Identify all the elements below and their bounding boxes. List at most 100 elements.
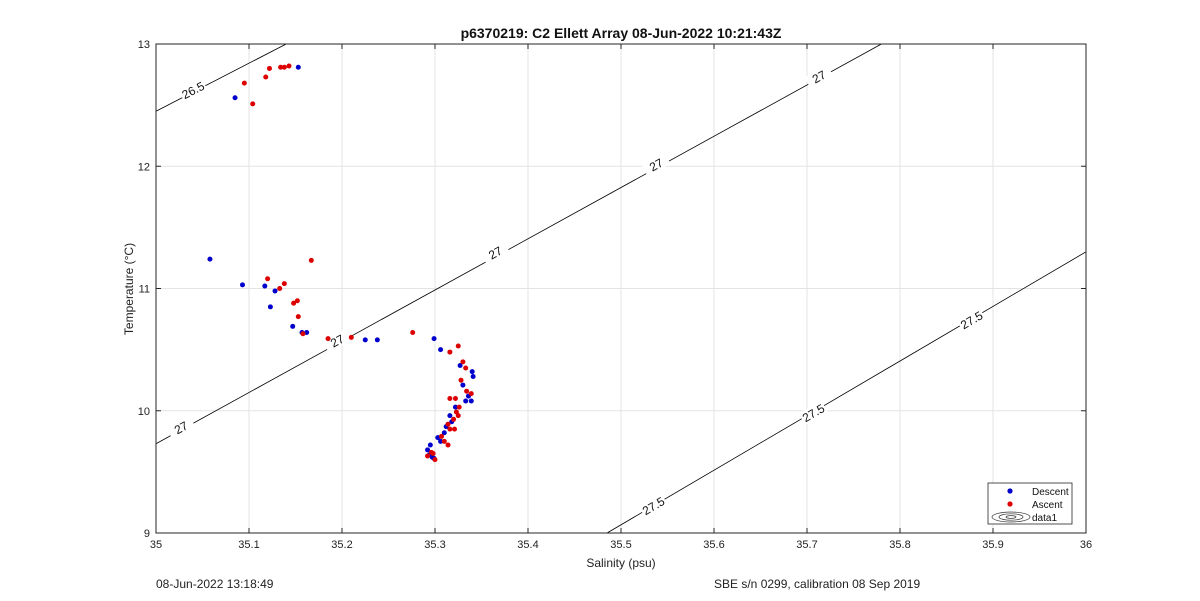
ascent-point <box>452 396 458 402</box>
descent-point <box>262 283 268 289</box>
ascent-point <box>445 421 451 427</box>
ascent-point <box>281 281 287 287</box>
x-tick-label: 35.1 <box>238 539 259 551</box>
ascent-point <box>430 451 436 457</box>
ascent-point <box>432 457 438 463</box>
descent-point <box>207 256 213 262</box>
axis-ticks: 35 35.1 35.2 35.3 35.4 35.5 35.6 35.7 35.8 35.9 36… <box>138 39 1092 551</box>
descent-point <box>239 282 245 288</box>
contour-label-bg <box>166 415 196 440</box>
ascent-point <box>308 257 314 263</box>
legend: Descent Ascent data1 <box>987 482 1073 525</box>
contour-label-text: 27 <box>172 418 191 437</box>
legend-ascent-marker <box>1007 501 1013 507</box>
ascent-point <box>464 388 470 394</box>
ascent-point <box>295 314 301 320</box>
data-points <box>207 63 476 463</box>
ascent-point <box>463 365 469 371</box>
x-tick-label: 35.4 <box>517 539 538 551</box>
descent-point <box>267 304 273 310</box>
descent-point <box>295 64 301 70</box>
descent-point <box>468 398 474 404</box>
legend-data1-label: data1 <box>1032 513 1057 524</box>
y-tick-label: 9 <box>144 528 150 540</box>
x-tick-label: 35.3 <box>424 539 445 551</box>
ascent-point <box>266 65 272 71</box>
ascent-point <box>348 334 354 340</box>
descent-point <box>441 430 447 436</box>
descent-point <box>452 404 458 410</box>
x-tick-label: 35 <box>150 539 162 551</box>
descent-point <box>232 95 238 101</box>
y-tick-label: 13 <box>138 39 150 51</box>
descent-point <box>427 442 433 448</box>
y-tick-label: 10 <box>138 406 150 418</box>
contour-label-bg <box>638 493 668 518</box>
ascent-point <box>294 298 300 304</box>
ascent-point <box>241 80 247 86</box>
ascent-point <box>425 453 431 459</box>
contour-label-bg <box>804 64 834 89</box>
legend-descent-marker <box>1007 488 1013 494</box>
x-tick-label: 36 <box>1080 539 1092 551</box>
ascent-point <box>325 336 331 342</box>
ascent-point <box>300 331 306 337</box>
x-tick-label: 35.8 <box>889 539 910 551</box>
ascent-point <box>441 438 447 444</box>
contour-label-bg <box>956 307 986 333</box>
descent-point <box>469 369 475 375</box>
descent-point <box>438 347 444 353</box>
ascent-point <box>451 416 457 422</box>
ascent-point <box>263 74 269 80</box>
ascent-point <box>445 442 451 448</box>
descent-point <box>457 363 463 369</box>
legend-ascent-label: Ascent <box>1032 500 1063 511</box>
ascent-point <box>291 300 297 306</box>
descent-point <box>272 288 278 294</box>
ascent-point <box>455 413 461 419</box>
contour-label-bg <box>480 240 510 265</box>
ascent-point <box>286 63 292 69</box>
descent-point <box>431 336 437 342</box>
contour-label-text: 27 <box>647 156 666 175</box>
descent-point <box>290 323 296 329</box>
contour-line-26.5 <box>155 43 287 112</box>
ascent-point <box>452 426 458 432</box>
legend-contour-icon <box>991 511 1031 523</box>
x-tick-label: 35.5 <box>610 539 631 551</box>
descent-point <box>470 374 476 380</box>
ascent-point <box>439 433 445 439</box>
ascent-point <box>455 343 461 349</box>
ascent-point <box>265 276 271 282</box>
contour-line-27 <box>155 43 882 445</box>
ascent-point <box>278 64 284 70</box>
contour-label-27: 27 <box>641 152 671 177</box>
ascent-point <box>460 359 466 365</box>
footer-timestamp: 08-Jun-2022 13:18:49 <box>156 577 274 591</box>
ascent-point <box>250 101 256 107</box>
x-tick-label: 35.7 <box>796 539 817 551</box>
contour-label-text: 27 <box>810 68 829 87</box>
x-tick-label: 35.6 <box>703 539 724 551</box>
x-axis-label: Salinity (psu) <box>586 556 655 570</box>
ascent-point <box>447 349 453 355</box>
descent-point <box>460 382 466 388</box>
y-tick-label: 12 <box>138 161 150 173</box>
ascent-point <box>277 286 283 291</box>
contour-label-27: 27 <box>480 240 510 265</box>
y-tick-label: 11 <box>139 284 150 296</box>
contour-label-27: 27 <box>322 328 352 353</box>
contour-label-27: 27 <box>804 64 834 89</box>
ascent-point <box>410 330 416 336</box>
x-tick-label: 35.9 <box>982 539 1003 551</box>
chart-title: p6370219: C2 Ellett Array 08-Jun-2022 10… <box>461 25 782 41</box>
contour-label-text: 27 <box>486 244 505 263</box>
ascent-point <box>447 426 453 432</box>
ascent-point <box>456 404 462 410</box>
ascent-point <box>281 64 287 70</box>
descent-point <box>438 438 444 444</box>
contour-label-text: 27 <box>328 332 347 351</box>
descent-point <box>463 398 469 404</box>
